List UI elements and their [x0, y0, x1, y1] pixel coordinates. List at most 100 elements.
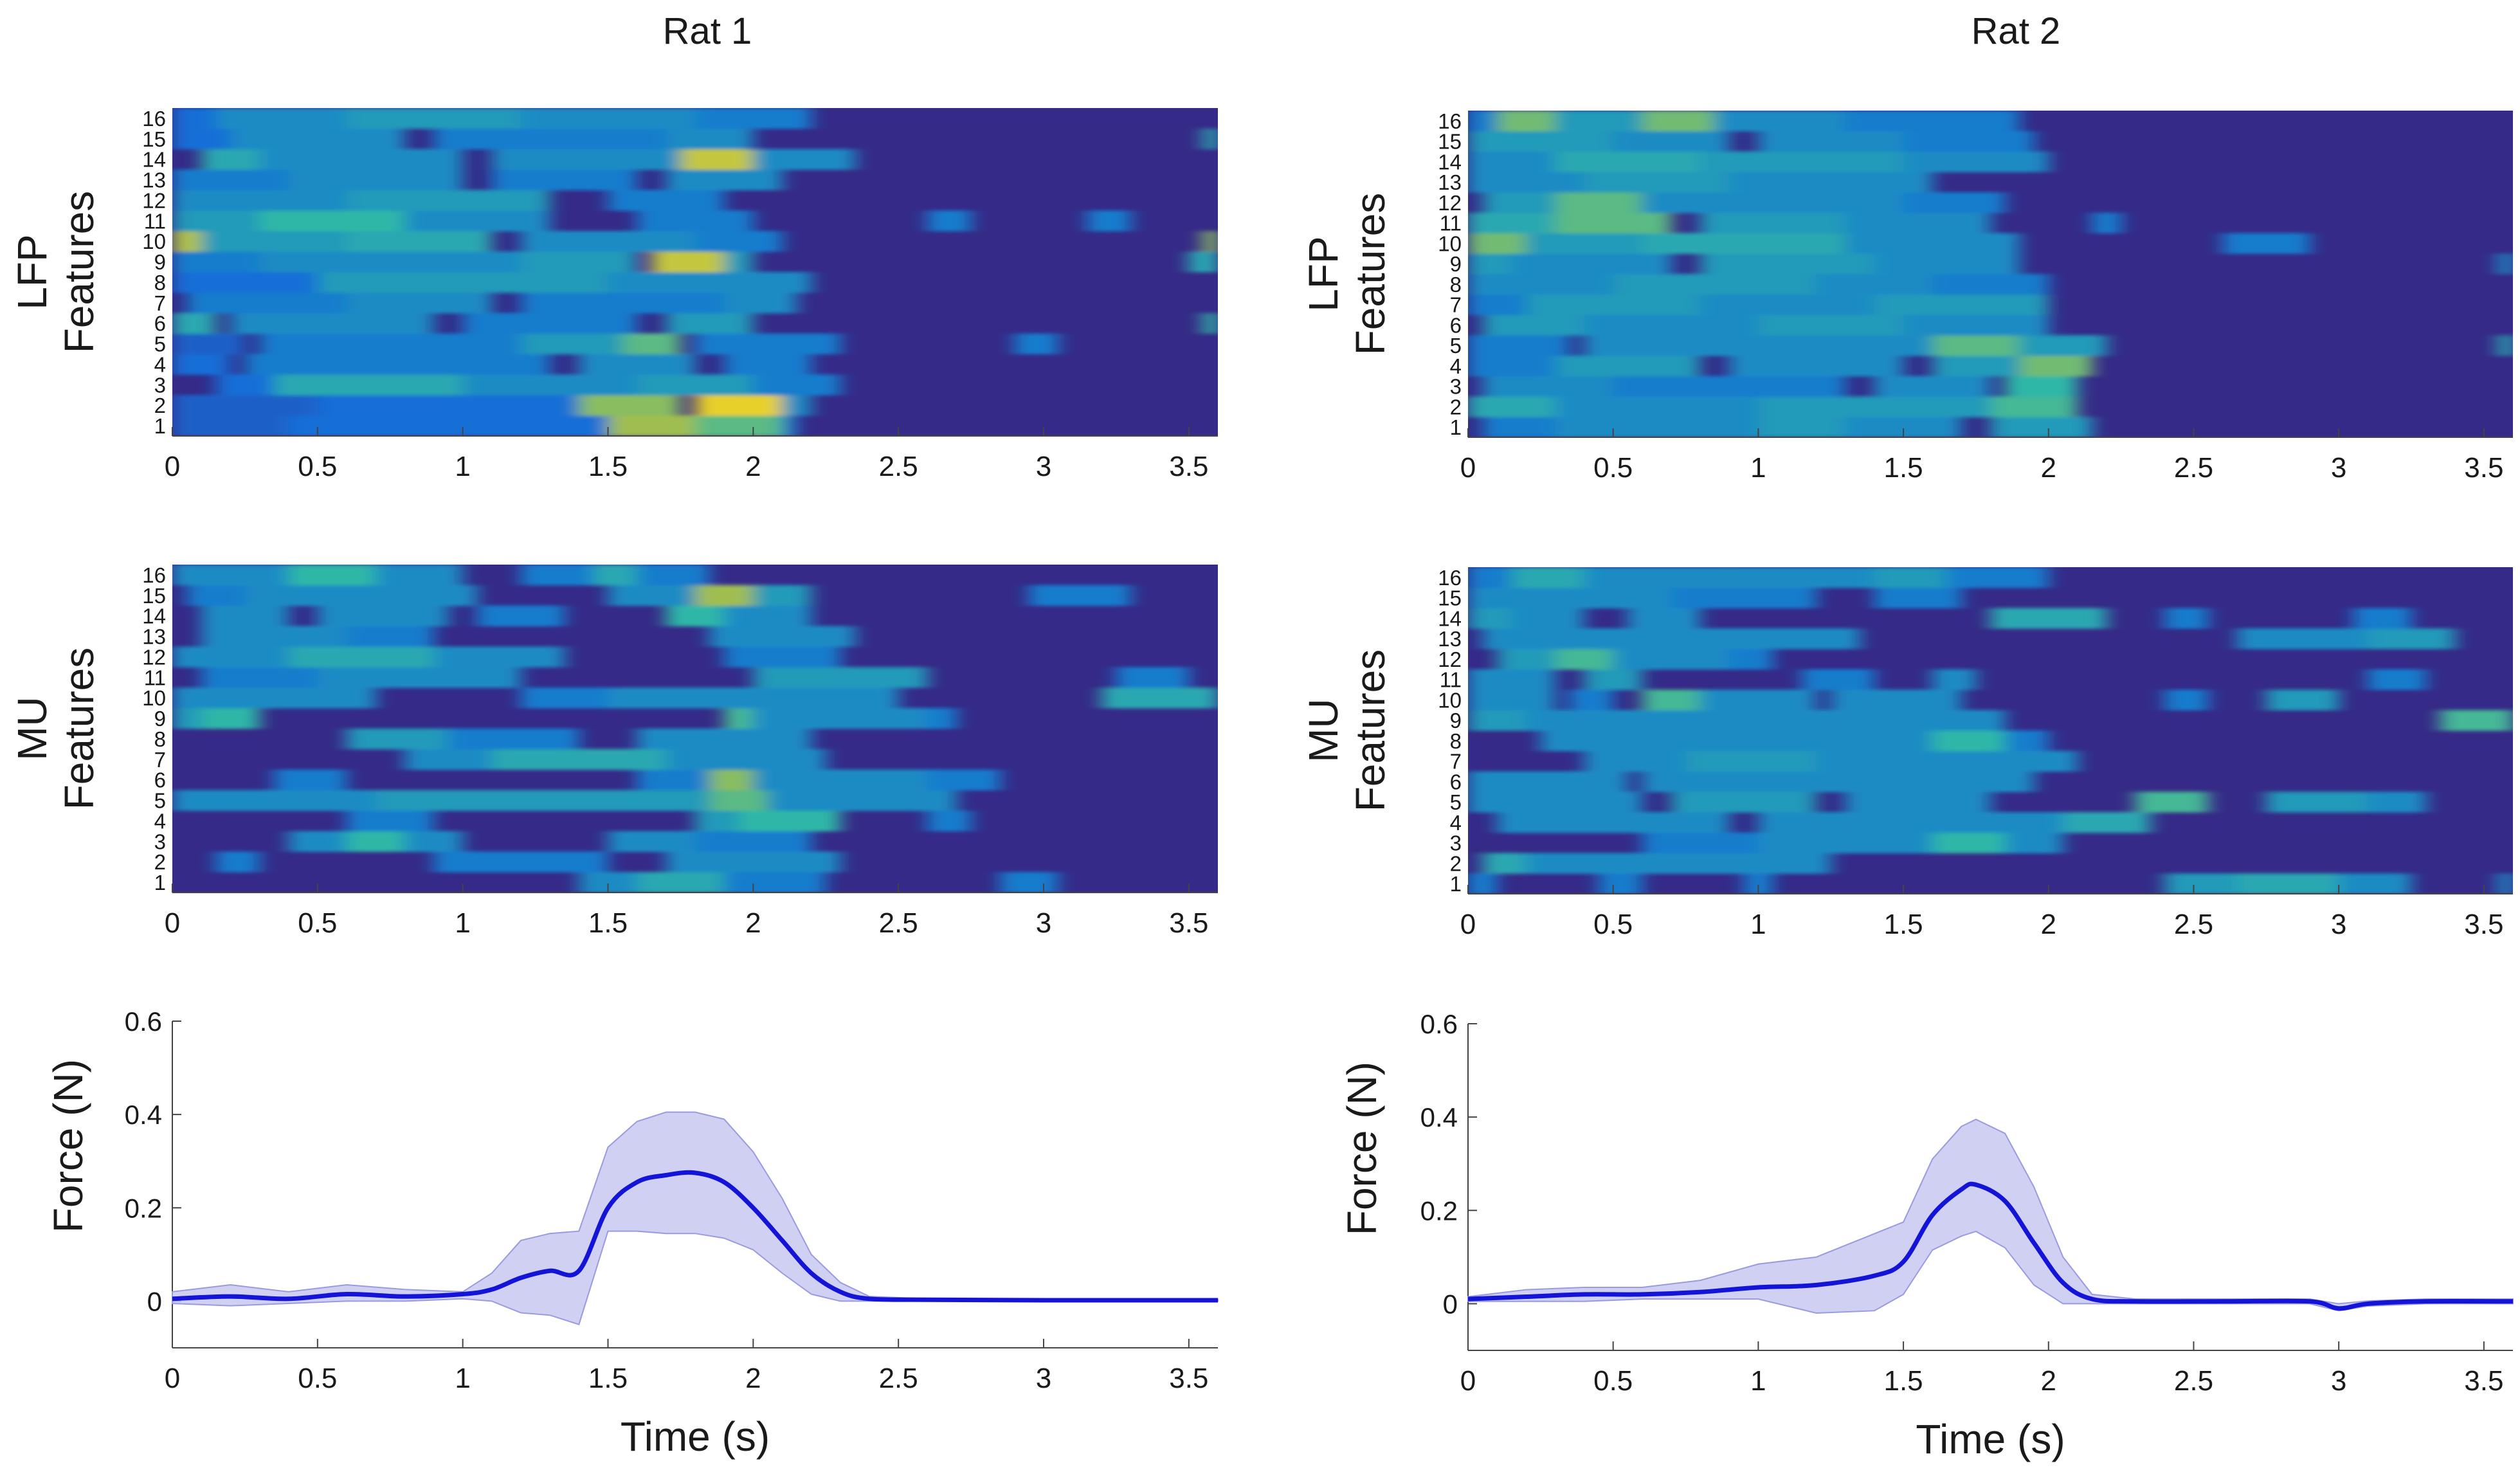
heatmap-cell [753, 667, 928, 688]
heatmap-cell [521, 687, 608, 709]
heatmap-cell [753, 708, 928, 729]
heatmap-cell [695, 231, 783, 252]
heatmap-cell [1627, 608, 1701, 629]
heatmap-cell [172, 708, 202, 729]
y-tick-label: 16 [1438, 109, 1462, 133]
heatmap-cell [1482, 376, 1613, 397]
heatmap-cell [172, 128, 231, 150]
rat2-title: Rat 2 [1972, 10, 2061, 52]
x-axis-label: Time (s) [621, 1413, 770, 1460]
heatmap-cell [1468, 233, 1527, 254]
heatmap-cell [244, 354, 550, 375]
heatmap-cell [1555, 396, 1759, 417]
x-tick-label: 1.5 [1883, 452, 1923, 484]
heatmap-cell [2135, 792, 2209, 813]
y-tick-label: 9 [154, 250, 166, 274]
heatmap-cell [201, 667, 318, 688]
x-tick-label: 2 [2041, 909, 2056, 940]
y-tick-label: 5 [1450, 334, 1462, 358]
y-tick-label: 10 [1438, 688, 1462, 712]
heatmap-cell [172, 210, 260, 231]
heatmap-cell [172, 169, 289, 190]
heatmap-cell [1758, 417, 1845, 437]
heatmap-cell [1000, 872, 1058, 893]
heatmap-cell [172, 272, 318, 293]
heatmap-cell [1482, 417, 1555, 437]
heatmap-cell [1932, 356, 2020, 377]
heatmap-cell [709, 769, 754, 791]
heatmap-cell [347, 108, 521, 129]
heatmap-cell [753, 687, 899, 709]
x-tick-label: 1.5 [588, 451, 628, 482]
heatmap-cell [1188, 251, 1218, 273]
x-tick-label: 0 [165, 907, 180, 939]
heatmap-cell [1555, 212, 1671, 233]
heatmap-cells [172, 108, 1218, 436]
heatmap-cells [172, 565, 1218, 893]
heatmap-cell [724, 708, 754, 729]
y-tick-label: 14 [1438, 150, 1462, 174]
x-tick-label: 2.5 [879, 1363, 918, 1394]
heatmap-cell [1468, 792, 1527, 813]
heatmap-cell [1029, 585, 1131, 606]
heatmap-cell [724, 605, 811, 627]
y-tick-label: 9 [154, 707, 166, 730]
heatmap-cell [1642, 233, 1845, 254]
heatmap-cell [1555, 771, 1628, 792]
heatmap-cell [1613, 649, 1730, 670]
heatmap-cell [767, 790, 957, 811]
y-axis-label: MU [1300, 698, 1346, 763]
x-tick-label: 2 [2041, 1365, 2056, 1397]
heatmap-cell [172, 190, 347, 211]
heatmap-cell [1555, 356, 1701, 377]
x-tick-label: 0 [1460, 909, 1476, 940]
heatmap-cell [521, 565, 594, 586]
heatmap-cell [404, 831, 463, 852]
x-tick-label: 1.5 [1883, 909, 1923, 940]
heatmap-cell [1482, 628, 1584, 649]
heatmap-cell [1946, 567, 2049, 588]
heatmap-cell [172, 687, 376, 709]
heatmap-cell [477, 605, 565, 627]
y-tick-label: 8 [1450, 729, 1462, 753]
heatmap-cell [738, 729, 811, 750]
heatmap-cell [1700, 151, 1904, 172]
heatmap-cell [608, 790, 710, 811]
heatmap-cell [1729, 356, 1904, 377]
y-tick-label: 8 [154, 271, 166, 295]
heatmap-cell [1482, 314, 1584, 336]
x-tick-label: 3 [2331, 1365, 2346, 1397]
heatmap-cell [1700, 212, 1845, 233]
heatmap-cell [186, 292, 347, 314]
heatmap-cell [404, 210, 550, 231]
heatmap-cell [1613, 812, 1730, 833]
heatmap-cell [1758, 832, 1933, 853]
heatmap-cell [433, 851, 608, 873]
y-axis-label: LFP [1300, 236, 1346, 311]
heatmap-cell [666, 605, 725, 627]
heatmap-cell [259, 149, 463, 170]
heatmap-cell [1468, 567, 1512, 588]
y-tick-label: 8 [1450, 273, 1462, 296]
heatmap-cell [172, 646, 289, 667]
y-tick-label: 14 [142, 148, 166, 172]
heatmap-cell [288, 831, 347, 852]
x-tick-label: 1 [1750, 909, 1766, 940]
y-tick-label: 2 [1450, 395, 1462, 419]
heatmap-cell [186, 585, 245, 606]
heatmap-cell [1497, 111, 1555, 132]
y-tick-label: 16 [142, 563, 166, 587]
x-tick-label: 2.5 [879, 907, 918, 939]
heatmap-cell [2368, 792, 2426, 813]
y-tick-label: 0.4 [125, 1100, 162, 1130]
heatmap-cell [2005, 832, 2063, 853]
heatmap-cell [201, 605, 289, 627]
heatmap-cell [1203, 128, 1218, 150]
heatmap-cell [1526, 294, 1701, 315]
heatmap-cell [1468, 172, 1584, 193]
heatmap-cell [2440, 710, 2513, 731]
x-tick-label: 3 [1036, 451, 1051, 482]
y-tick-label: 2 [154, 850, 166, 874]
heatmap-cell [1932, 771, 2035, 792]
